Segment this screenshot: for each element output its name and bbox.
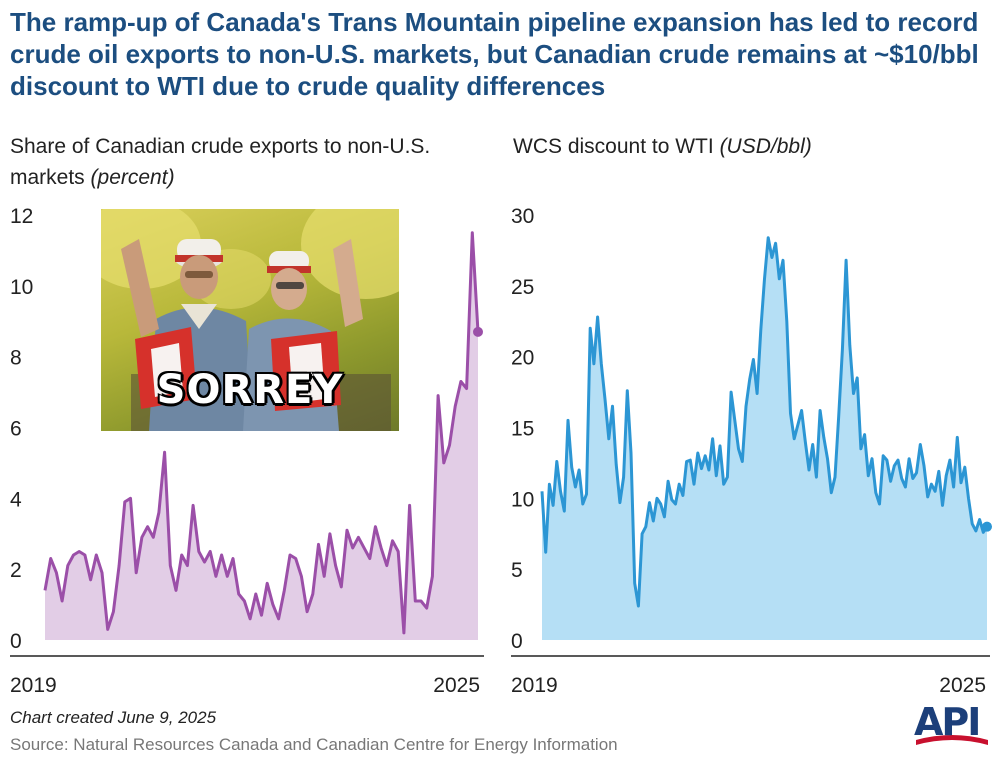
left-chart-unit: (percent) — [90, 166, 175, 189]
right-y-tick-label: 25 — [511, 276, 534, 299]
left-x-tick-label-end: 2025 — [433, 674, 480, 697]
left-y-tick-label: 10 — [10, 276, 33, 299]
api-logo: API — [914, 700, 990, 748]
right-y-tick-label: 0 — [511, 630, 523, 653]
left-chart-subtitle: Share of Canadian crude exports to non-U… — [10, 131, 490, 193]
right-x-tick-label-start: 2019 — [511, 674, 558, 697]
right-chart-subtitle: WCS discount to WTI (USD/bbl) — [513, 131, 983, 162]
right-y-tick-label: 20 — [511, 347, 534, 370]
left-y-tick-label: 2 — [10, 559, 22, 582]
left-chart-title: Share of Canadian crude exports to non-U… — [10, 135, 431, 189]
right-series-area — [542, 237, 987, 640]
right-series-end-point — [982, 521, 992, 532]
api-logo-mark — [916, 735, 988, 745]
chart-title: The ramp-up of Canada's Trans Mountain p… — [10, 7, 979, 101]
right-chart-unit: (USD/bbl) — [719, 135, 812, 158]
left-series-line — [43, 231, 480, 635]
left-y-tick-label: 8 — [10, 347, 22, 370]
source-note: Source: Natural Resources Canada and Can… — [10, 735, 618, 754]
right-y-tick-label: 10 — [511, 488, 534, 511]
api-logo-text: API — [914, 700, 981, 744]
left-y-tick-label: 0 — [10, 630, 22, 653]
left-y-tick-label: 12 — [10, 205, 33, 228]
right-y-tick-label: 15 — [511, 418, 534, 441]
right-x-tick-label-end: 2025 — [939, 674, 986, 697]
left-series-end-point — [473, 326, 483, 337]
meme-people-illustration — [121, 239, 391, 431]
right-y-tick-label: 5 — [511, 559, 523, 582]
right-series-line — [540, 236, 989, 608]
left-x-tick-label-start: 2019 — [10, 674, 57, 697]
right-chart-title: WCS discount to WTI — [513, 135, 714, 158]
right-y-tick-label: 30 — [511, 205, 534, 228]
chart-created-date: Chart created June 9, 2025 — [10, 708, 217, 727]
left-y-tick-label: 4 — [10, 488, 22, 511]
left-y-tick-label: 6 — [10, 418, 22, 441]
meme-caption: SORREY — [156, 367, 344, 413]
meme-image: SORREY — [101, 209, 399, 431]
